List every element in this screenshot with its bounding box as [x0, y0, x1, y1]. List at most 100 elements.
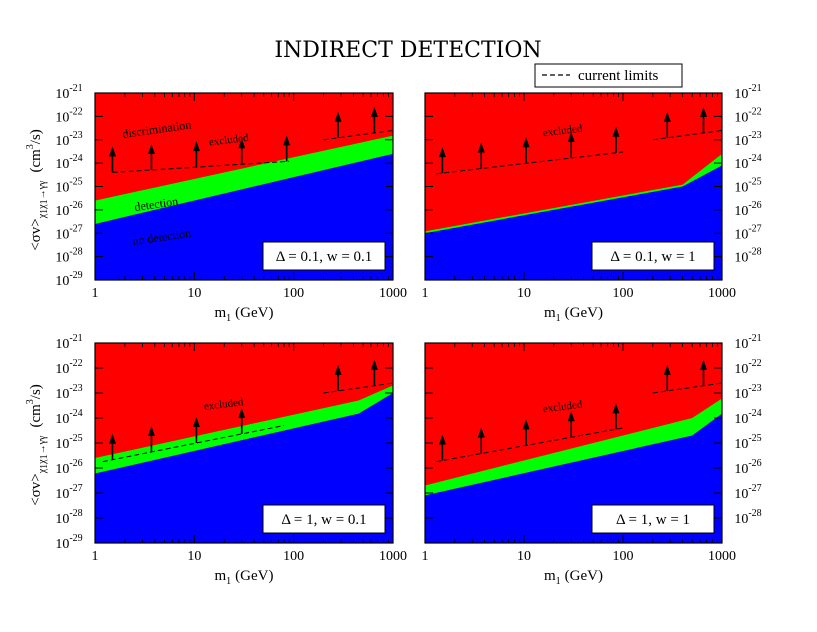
- figure-title: INDIRECT DETECTION: [274, 38, 541, 63]
- limit-arrow-head: [699, 359, 707, 370]
- x-tick-label: 1: [92, 286, 99, 301]
- y-tick-label-left: 10-26: [55, 200, 82, 219]
- param-text: Δ = 1, w = 1: [616, 512, 690, 528]
- legend: current limits: [534, 63, 683, 88]
- y-tick-label-left: 10-21: [55, 333, 82, 352]
- y-tick-label-left: 10-27: [55, 483, 82, 502]
- limit-arrow-head: [522, 419, 530, 430]
- x-tick-label: 100: [283, 549, 304, 564]
- y-tick-label-right: 10-22: [734, 106, 761, 125]
- y-tick-label-left: 10-22: [55, 358, 82, 377]
- x-tick-label: 1000: [379, 549, 407, 564]
- limit-arrow-head: [147, 425, 155, 436]
- y-tick-label-left: 10-23: [55, 383, 82, 402]
- y-tick-label-left: 10-24: [55, 153, 82, 172]
- limit-line: [436, 151, 624, 175]
- param-box: [262, 504, 386, 534]
- x-tick-label: 100: [613, 549, 634, 564]
- y-tick-label-right: 10-23: [734, 383, 761, 402]
- label-excluded: excluded: [208, 132, 249, 149]
- y-tick-label-right: 10-28: [734, 247, 761, 266]
- limit-arrow-head: [663, 364, 671, 375]
- param-box: [591, 241, 715, 271]
- y-tick-label-right: 10-21: [734, 83, 761, 102]
- x-tick-label: 1: [422, 549, 429, 564]
- limit-arrow-head: [192, 416, 200, 427]
- label-excluded: excluded: [203, 396, 244, 413]
- x-tick-label: 10: [517, 286, 531, 301]
- y-tick-label-left: 10-21: [55, 83, 82, 102]
- x-axis-label: m1 (GeV): [544, 568, 603, 587]
- y-tick-label-right: 10-27: [734, 223, 761, 242]
- y-tick-label-right: 10-28: [734, 508, 761, 527]
- limit-arrow-head: [192, 141, 200, 152]
- label-detection: detection: [133, 194, 179, 214]
- limit-arrow-head: [438, 434, 446, 445]
- x-tick-label: 1000: [708, 286, 736, 301]
- limit-arrow-head: [370, 359, 378, 370]
- x-tick-label: 1: [422, 286, 429, 301]
- limit-arrow-head: [477, 427, 485, 438]
- x-tick-label: 100: [613, 286, 634, 301]
- limit-line: [112, 160, 290, 173]
- x-tick-label: 1000: [708, 549, 736, 564]
- limit-arrow-head: [699, 106, 707, 117]
- y-tick-label-right: 10-21: [734, 333, 761, 352]
- limit-line: [323, 382, 393, 394]
- y-tick-label-right: 10-25: [734, 177, 761, 196]
- y-tick-label-left: 10-25: [55, 433, 82, 452]
- y-tick-label-right: 10-27: [734, 483, 761, 502]
- param-text: Δ = 1, w = 0.1: [281, 512, 366, 528]
- y-axis-label-text: <σv>χ1χ1→γγ(cm3/s): [25, 384, 50, 506]
- limit-line: [102, 425, 285, 463]
- x-tick-label: 10: [517, 549, 531, 564]
- x-tick-label: 1: [92, 549, 99, 564]
- y-tick-label-left: 10-28: [55, 508, 82, 527]
- label-excluded: excluded: [542, 399, 583, 416]
- limit-arrow-head: [370, 106, 378, 117]
- y-tick-label-right: 10-26: [734, 458, 761, 477]
- y-tick-label-left: 10-23: [55, 130, 82, 149]
- limit-arrow-head: [283, 135, 291, 146]
- y-tick-label-right: 10-24: [734, 153, 761, 172]
- limit-arrow-head: [108, 146, 116, 157]
- y-axis-label-text: <σv>χ1χ1→γγ(cm3/s): [25, 129, 50, 251]
- y-axis-label-bottom: <σv>χ1χ1→γγ(cm3/s): [25, 384, 50, 506]
- y-axis-label-top: <σv>χ1χ1→γγ(cm3/s): [25, 129, 50, 251]
- limit-arrow-head: [438, 147, 446, 158]
- x-tick-label: 1000: [379, 286, 407, 301]
- y-tick-label-left: 10-25: [55, 177, 82, 196]
- legend-label: current limits: [578, 68, 659, 84]
- plot-area: excluded: [95, 343, 393, 543]
- panel-bottom-left: excluded Δ = 1, w = 0.1 1 10 100 1000 m1 (GeV) 1…: [55, 333, 407, 587]
- y-tick-label-right: 10-24: [734, 408, 761, 427]
- y-tick-label-left: 10-27: [55, 223, 82, 242]
- x-axis-label: m1 (GeV): [215, 305, 274, 324]
- x-axis-label: m1 (GeV): [215, 568, 274, 587]
- param-box: [591, 504, 715, 534]
- y-tick-label-right: 10-22: [734, 358, 761, 377]
- limit-arrow-head: [108, 433, 116, 444]
- limit-line: [323, 129, 393, 141]
- limit-arrow-head: [567, 132, 575, 143]
- y-tick-label-left: 10-29: [55, 270, 82, 289]
- limit-arrow-head: [334, 364, 342, 375]
- limit-arrow-head: [147, 143, 155, 154]
- limit-line: [652, 382, 722, 394]
- x-axis-label: m1 (GeV): [544, 305, 603, 324]
- y-tick-label-left: 10-26: [55, 458, 82, 477]
- panel-bottom-right: excluded Δ = 1, w = 1 1 10 100 1000 m1 (GeV) 10-…: [422, 333, 762, 587]
- y-tick-label-right: 10-23: [734, 130, 761, 149]
- limit-arrow-head: [612, 403, 620, 414]
- limit-arrow-head: [238, 407, 246, 418]
- x-tick-label: 10: [187, 549, 201, 564]
- param-text: Δ = 0.1, w = 1: [610, 249, 695, 265]
- y-tick-label-left: 10-28: [55, 247, 82, 266]
- limit-arrow-head: [612, 126, 620, 137]
- label-excluded: excluded: [542, 123, 583, 140]
- limit-arrow-head: [334, 111, 342, 122]
- param-box: [262, 241, 386, 271]
